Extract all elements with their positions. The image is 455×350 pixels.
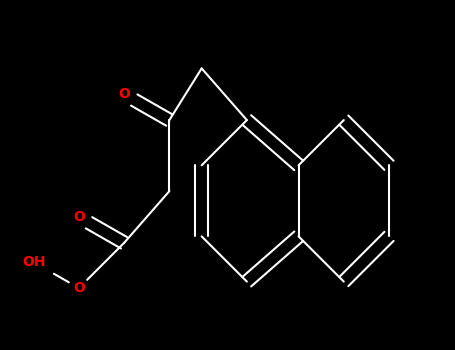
Text: O: O <box>73 210 85 224</box>
Text: O: O <box>73 281 85 295</box>
Text: OH: OH <box>22 255 46 269</box>
Text: O: O <box>118 87 130 101</box>
